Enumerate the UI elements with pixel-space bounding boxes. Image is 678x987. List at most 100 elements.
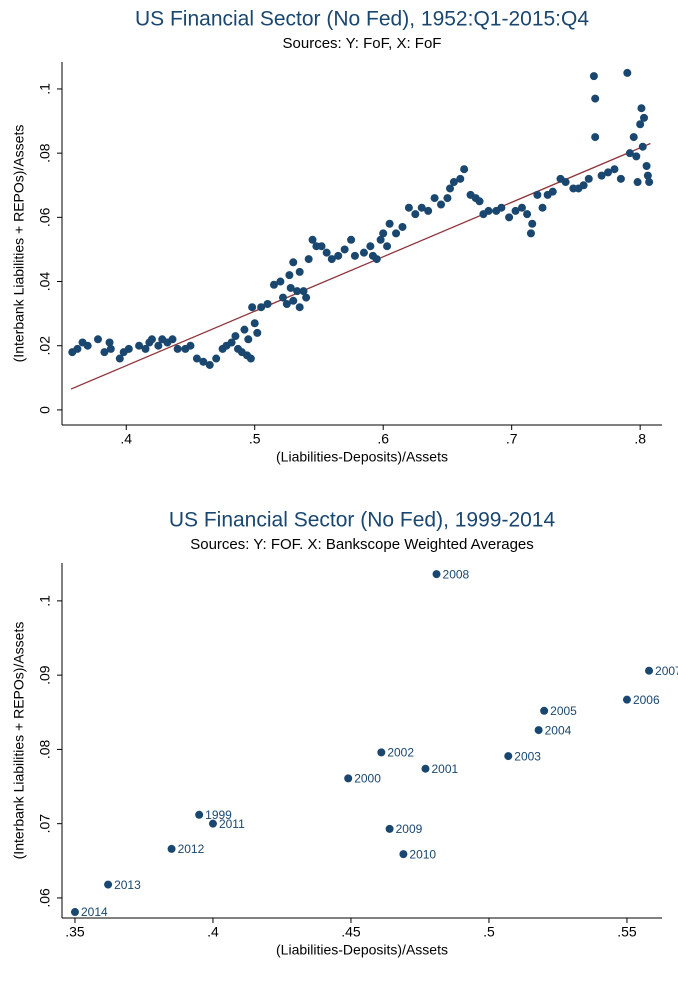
point-label: 2011: [219, 817, 245, 831]
point: [392, 229, 401, 238]
point: [186, 341, 195, 350]
point-label: 2001: [431, 762, 458, 776]
chart-subtitle: Sources: Y: FOF. X: Bankscope Weighted A…: [190, 536, 534, 553]
point: [561, 178, 570, 187]
point: [637, 104, 646, 113]
point: [327, 255, 336, 264]
point-label: 2013: [114, 878, 141, 892]
point: [460, 165, 469, 174]
point: [528, 219, 537, 228]
point-label: 1999: [205, 808, 232, 822]
point: [430, 194, 439, 203]
point: [173, 344, 182, 353]
point-label: 2010: [409, 847, 436, 861]
point: [147, 335, 156, 344]
point: [579, 181, 588, 190]
point: [154, 341, 163, 350]
y-tick-label: .1: [37, 595, 53, 607]
point: [591, 133, 600, 142]
point: [484, 206, 493, 215]
point: [398, 222, 407, 231]
point: [366, 242, 375, 251]
x-tick-label: .35: [65, 924, 85, 940]
point-label: 2008: [443, 567, 470, 581]
point: [421, 764, 430, 773]
point: [263, 300, 272, 308]
point: [93, 335, 102, 344]
point: [192, 354, 201, 363]
point-label: 2004: [545, 723, 572, 737]
point: [106, 344, 115, 353]
point: [344, 774, 353, 783]
point: [317, 242, 326, 251]
point: [636, 120, 645, 129]
point: [135, 341, 144, 350]
point: [115, 354, 124, 363]
point: [195, 810, 204, 819]
point-label: 2003: [514, 749, 541, 763]
x-tick-label: .4: [120, 431, 132, 447]
point-label: 2006: [633, 693, 660, 707]
x-tick-label: .5: [483, 924, 495, 940]
point: [526, 229, 535, 238]
point: [424, 206, 433, 215]
point: [643, 171, 652, 180]
point: [616, 174, 625, 183]
fit-line: [70, 142, 651, 390]
point: [456, 174, 465, 183]
point: [475, 197, 484, 206]
point: [308, 235, 317, 244]
point-label: 2000: [354, 772, 381, 786]
point-label: 2009: [396, 822, 423, 836]
point: [589, 72, 598, 81]
point: [334, 251, 343, 260]
y-tick-label: .08: [37, 143, 53, 163]
x-tick-label: .4: [207, 924, 219, 940]
point: [638, 142, 647, 151]
point: [533, 190, 542, 199]
point: [633, 178, 642, 187]
chart-title: US Financial Sector (No Fed), 1999-2014: [169, 509, 556, 532]
point: [597, 171, 606, 180]
point: [340, 245, 349, 254]
point: [299, 287, 308, 296]
point: [385, 824, 394, 833]
point-label: 2012: [178, 842, 205, 856]
point-label: 2005: [550, 704, 577, 718]
y-tick-label: .04: [37, 272, 53, 292]
point-label: 2007: [655, 664, 678, 678]
point: [538, 203, 547, 212]
point: [437, 200, 446, 209]
y-axis-label: (Interbank Liabilities + REPOs)/Assets: [11, 125, 27, 363]
point: [124, 344, 133, 353]
point: [610, 165, 619, 174]
point: [278, 293, 287, 302]
point: [83, 341, 92, 350]
point: [295, 303, 304, 312]
y-tick-label: .09: [37, 665, 53, 685]
y-tick-label: .08: [37, 739, 53, 759]
point: [253, 328, 262, 337]
y-axis-label: (Interbank Liabilities + REPOs)/Assets: [11, 622, 27, 860]
x-axis-label: (Liabilities-Deposits)/Assets: [276, 942, 448, 958]
point: [322, 248, 331, 257]
point: [276, 277, 285, 286]
point: [73, 344, 82, 353]
point: [240, 325, 249, 334]
point: [295, 267, 304, 276]
point: [505, 213, 514, 222]
point: [645, 666, 654, 675]
point: [446, 184, 455, 193]
point: [432, 570, 441, 579]
point: [399, 850, 408, 859]
y-tick-label: .06: [37, 207, 53, 227]
point: [417, 203, 426, 212]
point: [168, 335, 177, 344]
point: [302, 293, 311, 302]
point: [70, 908, 79, 917]
point: [359, 248, 368, 257]
point: [497, 203, 506, 212]
point: [504, 752, 513, 761]
point: [383, 242, 392, 251]
